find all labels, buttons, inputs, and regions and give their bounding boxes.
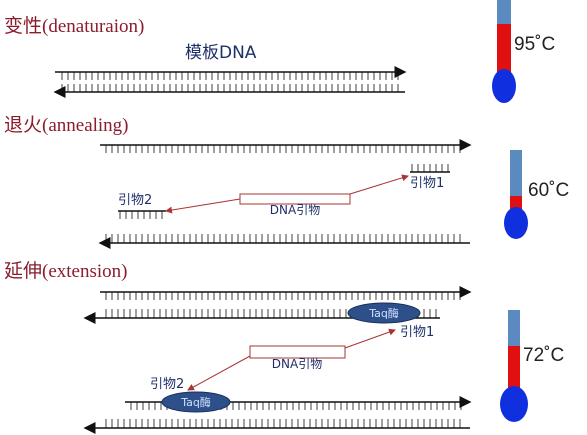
temperature: 72˚C bbox=[523, 345, 564, 366]
arrow bbox=[344, 328, 396, 349]
step-title: 退火(annealing) bbox=[4, 114, 129, 136]
enzyme-label: Taq酶 bbox=[368, 307, 399, 320]
primer-label: 引物1 bbox=[400, 325, 434, 340]
primer-label: 引物1 bbox=[410, 176, 444, 191]
temperature: 60˚C bbox=[528, 180, 569, 201]
primer-label: 引物2 bbox=[118, 193, 152, 208]
enzyme-label: Taq酶 bbox=[180, 396, 211, 409]
arrow bbox=[165, 198, 241, 214]
primer-label: 引物2 bbox=[150, 377, 184, 392]
step-title: 延伸(extension) bbox=[4, 260, 127, 282]
thermometer bbox=[504, 150, 528, 239]
enzyme bbox=[161, 391, 231, 413]
arrow bbox=[187, 355, 251, 391]
arrow bbox=[349, 174, 409, 195]
thermometer bbox=[500, 310, 528, 422]
step-title: 变性(denaturaion) bbox=[4, 15, 144, 37]
box-label: DNA引物 bbox=[272, 357, 322, 371]
strands bbox=[53, 66, 472, 434]
temperature: 95˚C bbox=[514, 34, 555, 55]
primer-box bbox=[249, 345, 346, 359]
template-label: 模板DNA bbox=[185, 43, 257, 63]
box-label: DNA引物 bbox=[270, 203, 320, 217]
thermometer bbox=[492, 0, 516, 103]
enzyme bbox=[347, 302, 421, 324]
